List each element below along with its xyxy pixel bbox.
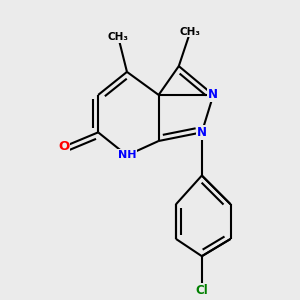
Text: CH₃: CH₃ bbox=[108, 32, 129, 42]
Text: Cl: Cl bbox=[196, 284, 208, 297]
Text: CH₃: CH₃ bbox=[180, 27, 201, 37]
Text: N: N bbox=[208, 88, 218, 101]
Text: N: N bbox=[197, 126, 207, 139]
Text: NH: NH bbox=[118, 150, 136, 161]
Text: O: O bbox=[58, 140, 69, 153]
